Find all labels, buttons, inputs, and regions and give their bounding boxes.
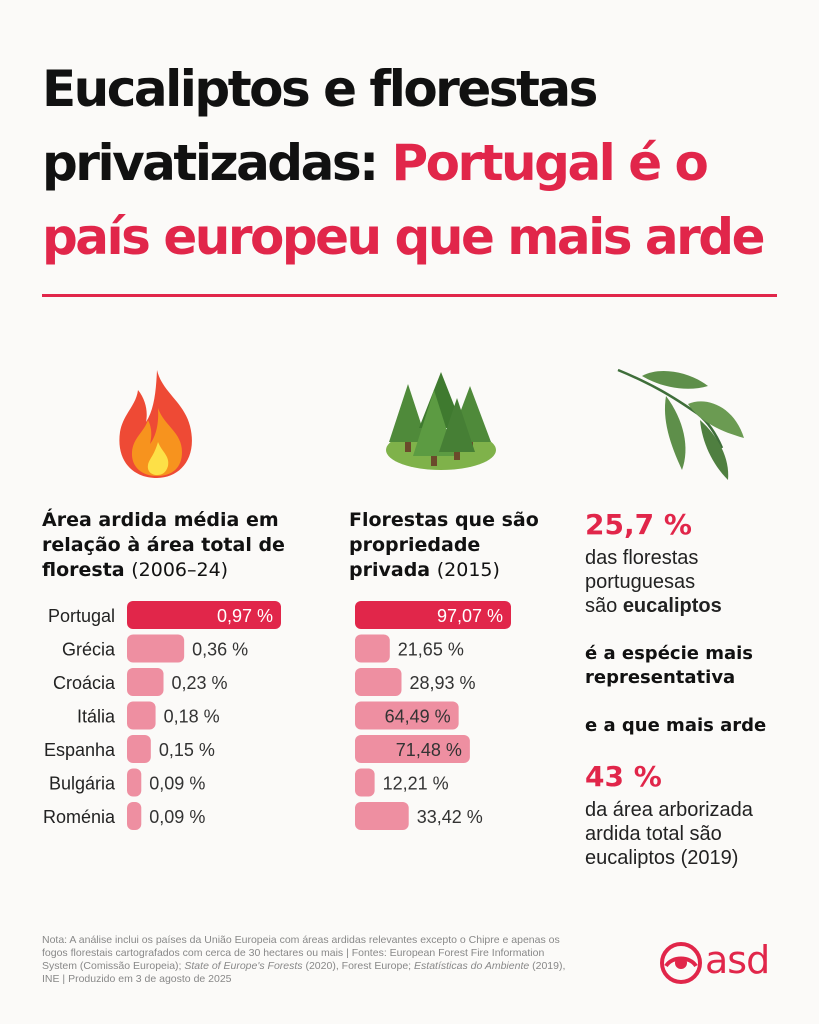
stat-eucalyptus-text-3: são eucaliptos bbox=[585, 595, 722, 617]
species-line-a: é a espécie mais bbox=[585, 643, 754, 664]
stat-eucalyptus-text-2: portuguesas bbox=[585, 571, 696, 593]
data-label: 0,09 % bbox=[149, 807, 205, 827]
species-line-b: representativa bbox=[585, 667, 736, 688]
chart-2-subtitle: (2015) bbox=[436, 559, 500, 581]
category-label: Bulgária bbox=[49, 774, 116, 794]
data-label: 12,21 % bbox=[383, 774, 449, 794]
fire-icon bbox=[119, 370, 192, 478]
stat-burned-share: 43 % bbox=[585, 760, 662, 793]
title-divider bbox=[42, 294, 777, 297]
bar bbox=[355, 634, 390, 663]
data-label: 0,97 % bbox=[217, 606, 273, 626]
bar bbox=[127, 634, 185, 663]
chart-1-subtitle: (2006–24) bbox=[131, 559, 229, 581]
category-label: Croácia bbox=[53, 673, 116, 693]
bar bbox=[355, 802, 409, 830]
bar bbox=[127, 701, 156, 730]
pine-trees-icon bbox=[386, 372, 496, 470]
stat-eucalyptus-share: 25,7 % bbox=[585, 508, 692, 541]
eucalyptus-bold: eucaliptos bbox=[622, 595, 722, 617]
data-label: 21,65 % bbox=[398, 640, 464, 660]
title-line-2a: privatizadas: bbox=[42, 134, 392, 192]
data-label: 0,18 % bbox=[164, 707, 220, 727]
category-label: Itália bbox=[77, 707, 116, 727]
data-label: 0,15 % bbox=[159, 740, 215, 760]
bar bbox=[127, 802, 142, 830]
chart-1-title: Área ardida média em relação à área tota… bbox=[42, 509, 285, 581]
data-label: 97,07 % bbox=[437, 606, 503, 626]
data-label: 64,49 % bbox=[385, 707, 451, 727]
bar bbox=[355, 768, 375, 797]
logo-text: asd bbox=[705, 938, 770, 982]
stat-eucalyptus-text-1: das florestas bbox=[585, 547, 699, 569]
bar bbox=[355, 735, 470, 763]
species-line-c: e a que mais arde bbox=[585, 715, 767, 736]
bar bbox=[127, 668, 164, 696]
data-label: 0,36 % bbox=[192, 640, 248, 660]
bar bbox=[355, 668, 402, 696]
data-label: 0,23 % bbox=[172, 673, 228, 693]
category-label: Espanha bbox=[44, 740, 116, 760]
category-label: Portugal bbox=[48, 606, 115, 626]
title-line-3: país europeu que mais arde bbox=[42, 208, 766, 266]
data-label: 33,42 % bbox=[417, 807, 483, 827]
title-line-2b: Portugal é o bbox=[391, 134, 709, 192]
stat-burned-text-3: eucaliptos (2019) bbox=[585, 847, 739, 869]
title-line-1: Eucaliptos e florestas bbox=[42, 60, 598, 118]
bar bbox=[127, 768, 142, 797]
data-label: 71,48 % bbox=[396, 740, 462, 760]
bar bbox=[127, 601, 281, 629]
bar bbox=[127, 735, 151, 763]
chart-2-title: Florestas que são propriedade privada (2… bbox=[349, 509, 539, 581]
category-label: Roménia bbox=[43, 807, 116, 827]
data-label: 0,09 % bbox=[149, 774, 205, 794]
bar bbox=[355, 701, 459, 730]
data-label: 28,93 % bbox=[409, 673, 475, 693]
asd-logo-icon bbox=[660, 942, 702, 984]
stat-burned-text-1: da área arborizada bbox=[585, 799, 753, 821]
category-label: Grécia bbox=[62, 640, 116, 660]
page-title: Eucaliptos e florestas privatizadas: Por… bbox=[42, 52, 792, 274]
eucalyptus-leaf-icon bbox=[617, 368, 744, 480]
stat-burned-text-2: ardida total são bbox=[585, 823, 722, 845]
footnote: Nota: A análise inclui os países da Uniã… bbox=[42, 934, 566, 985]
bar bbox=[355, 601, 511, 629]
